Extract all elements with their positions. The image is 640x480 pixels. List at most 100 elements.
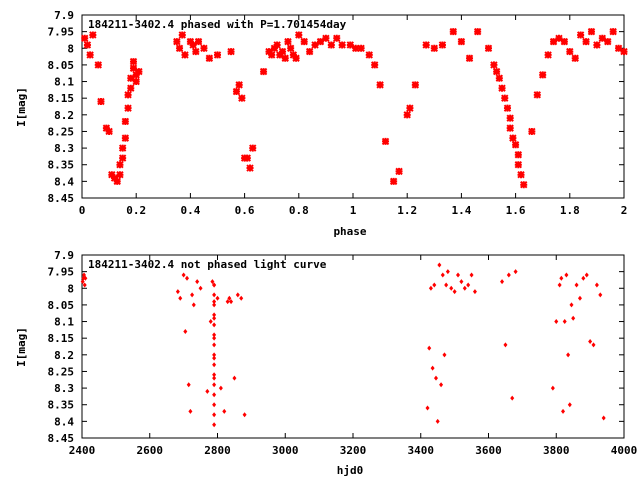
- data-point: [212, 312, 217, 318]
- y-tick: 8.25: [48, 125, 624, 138]
- data-point: [554, 319, 559, 325]
- y-tick: 7.95: [48, 26, 624, 39]
- x-tick: 3400: [408, 255, 434, 457]
- data-point: [533, 91, 541, 99]
- unphased-data-points: [80, 262, 606, 428]
- data-point: [517, 171, 525, 179]
- data-point: [189, 41, 197, 49]
- phased-x-axis-label: phase: [333, 225, 366, 238]
- data-point: [212, 299, 217, 305]
- data-point: [178, 31, 186, 39]
- x-tick: 2600: [137, 255, 163, 457]
- data-point: [94, 61, 102, 69]
- y-tick: 8.1: [54, 76, 624, 89]
- data-point: [598, 292, 603, 298]
- data-point: [513, 269, 518, 275]
- y-tick: 8.05: [48, 299, 624, 312]
- data-point: [185, 275, 190, 281]
- data-point: [229, 299, 234, 305]
- data-point: [127, 74, 135, 82]
- data-point: [569, 302, 574, 308]
- data-point: [124, 104, 132, 112]
- data-point: [346, 41, 354, 49]
- data-point: [129, 64, 138, 72]
- data-point: [509, 134, 517, 142]
- data-point: [457, 37, 466, 46]
- data-point: [562, 319, 567, 325]
- data-point: [265, 47, 273, 56]
- data-point: [181, 51, 189, 59]
- data-point: [577, 295, 582, 301]
- data-point: [591, 342, 596, 348]
- data-point: [82, 272, 87, 278]
- x-tick-label: 0.2: [126, 204, 146, 217]
- data-point: [129, 57, 138, 66]
- data-point: [194, 37, 203, 46]
- data-point: [555, 34, 563, 42]
- data-point: [544, 51, 552, 59]
- x-tick: 0.6: [235, 15, 255, 217]
- x-tick: 3200: [340, 255, 366, 457]
- data-point: [564, 272, 569, 278]
- data-point: [352, 44, 360, 52]
- y-tick: 7.95: [48, 266, 624, 279]
- data-point: [212, 412, 217, 418]
- x-tick-label: 3600: [475, 444, 502, 457]
- data-point: [567, 402, 572, 408]
- data-point: [132, 77, 140, 86]
- data-point: [186, 382, 191, 388]
- data-point: [246, 164, 254, 172]
- data-point: [316, 37, 325, 46]
- x-tick-label: 1.8: [560, 204, 580, 217]
- data-point: [566, 47, 574, 56]
- data-point: [500, 279, 505, 285]
- data-point: [430, 44, 439, 52]
- data-point: [278, 47, 287, 56]
- data-point: [514, 161, 523, 169]
- y-tick-label: 8.35: [48, 399, 75, 412]
- y-tick-label: 8.3: [54, 382, 74, 395]
- data-point: [427, 345, 432, 351]
- data-point: [370, 61, 379, 69]
- y-tick: 8.15: [48, 332, 624, 345]
- data-point: [571, 315, 576, 321]
- data-point: [175, 289, 180, 295]
- data-point: [456, 272, 461, 278]
- data-point: [242, 412, 247, 418]
- y-tick-label: 8.2: [54, 109, 74, 122]
- x-tick: 4000: [611, 255, 637, 457]
- y-tick: 7.9: [54, 9, 624, 22]
- data-point: [267, 51, 276, 59]
- data-point: [227, 295, 232, 301]
- data-point: [190, 292, 195, 298]
- unphased-plot-area: [81, 254, 625, 439]
- y-tick: 8.3: [54, 142, 624, 155]
- data-point: [365, 51, 373, 59]
- data-point: [322, 34, 330, 42]
- y-tick: 8.1: [54, 316, 624, 329]
- y-tick: 7.9: [54, 249, 624, 262]
- x-tick-label: 1.6: [506, 204, 526, 217]
- data-point: [198, 285, 203, 291]
- data-point: [528, 127, 536, 136]
- data-point: [183, 329, 188, 335]
- data-point: [511, 141, 520, 149]
- data-point: [438, 41, 447, 49]
- x-tick-label: 0.6: [235, 204, 255, 217]
- data-point: [173, 37, 181, 46]
- data-point: [305, 47, 314, 56]
- data-point: [439, 382, 444, 388]
- unphased-x-axis-label: hjd0: [337, 464, 364, 477]
- data-point: [472, 289, 477, 295]
- y-tick-label: 8.2: [54, 349, 74, 362]
- data-point: [357, 44, 365, 52]
- y-tick-label: 8.1: [54, 76, 74, 89]
- data-point: [514, 151, 523, 159]
- data-point: [381, 137, 390, 146]
- data-point: [466, 282, 471, 288]
- data-point: [212, 375, 217, 381]
- data-point: [462, 285, 467, 291]
- data-point: [440, 272, 445, 278]
- x-tick: 1.8: [560, 15, 580, 217]
- data-point: [574, 282, 579, 288]
